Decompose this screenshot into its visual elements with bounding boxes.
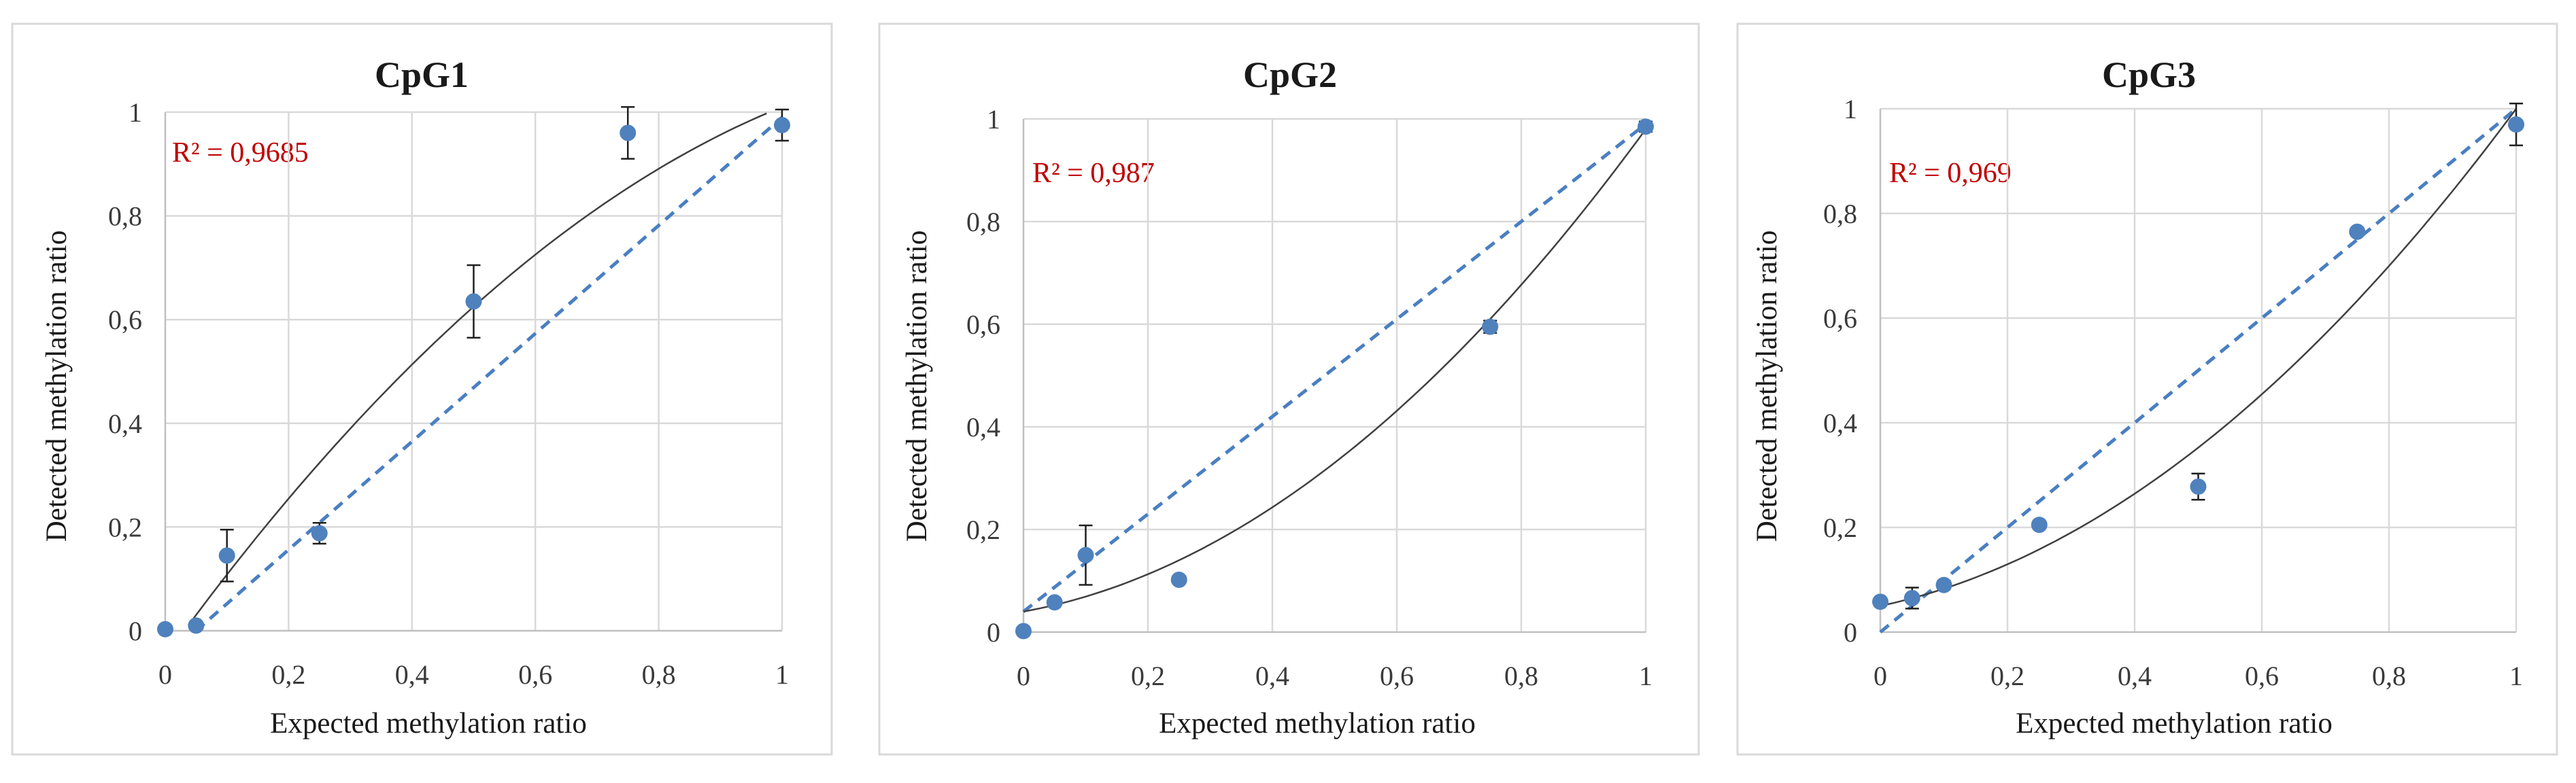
- data-point: [157, 621, 173, 638]
- reference-line: [1879, 107, 2518, 633]
- r-squared-label: R² = 0,987: [1032, 158, 1155, 189]
- x-tick-label: 0,8: [2372, 661, 2406, 691]
- x-tick-label: 0,6: [2245, 661, 2279, 691]
- y-tick-label: 0,2: [108, 512, 142, 542]
- chart-frame: [11, 22, 833, 756]
- data-point: [2349, 223, 2366, 240]
- x-tick-label: 1: [775, 659, 789, 690]
- chart-title: CpG2: [1243, 54, 1337, 95]
- chart-panel-cpg2: CpG2 Detected methylation ratio Expected…: [878, 22, 1700, 756]
- y-tick-label: 0: [1844, 617, 1857, 648]
- x-tick-label: 0,6: [518, 659, 552, 690]
- y-tick-label: 1: [1844, 94, 1857, 124]
- y-tick-label: 1: [987, 104, 1000, 135]
- data-point: [1077, 546, 1094, 563]
- chart-frame: [1736, 22, 2558, 756]
- x-axis-title: Expected methylation ratio: [1159, 708, 1476, 740]
- data-point: [1046, 594, 1063, 611]
- data-point: [311, 525, 328, 542]
- y-axis-title: Detected methylation ratio: [41, 230, 73, 542]
- y-tick-label: 0,4: [1823, 408, 1857, 438]
- data-point: [1170, 571, 1187, 588]
- data-point: [465, 293, 482, 310]
- chart-title: CpG3: [2102, 54, 2196, 95]
- chart-panel-cpg1: CpG1 Detected methylation ratio Expected…: [11, 22, 833, 756]
- data-point: [188, 617, 205, 634]
- x-axis-title: Expected methylation ratio: [2016, 708, 2333, 740]
- y-tick-label: 0,6: [966, 309, 1000, 340]
- y-tick-label: 0,8: [1823, 198, 1857, 229]
- chart-frame: [878, 22, 1700, 756]
- x-tick-label: 0,2: [271, 659, 305, 690]
- y-tick-label: 0: [129, 616, 142, 646]
- x-tick-label: 1: [2509, 661, 2523, 691]
- x-tick-label: 0: [1874, 661, 1887, 691]
- reference-line: [194, 116, 783, 632]
- x-tick-label: 0,2: [1131, 661, 1165, 691]
- chart-panel-cpg3: CpG3 Detected methylation ratio Expected…: [1736, 22, 2558, 756]
- y-tick-label: 0,8: [108, 201, 142, 232]
- x-tick-label: 0,6: [1380, 661, 1414, 691]
- trendline: [1023, 128, 1647, 613]
- x-tick-label: 0: [158, 659, 172, 690]
- y-tick-label: 0,6: [108, 304, 142, 335]
- y-tick-label: 0,4: [108, 408, 142, 439]
- trendline: [1880, 108, 2518, 607]
- y-tick-label: 0,6: [1823, 303, 1857, 334]
- y-tick-label: 0,2: [966, 515, 1000, 545]
- data-point: [774, 117, 790, 134]
- reference-line: [1022, 122, 1647, 613]
- data-point: [2031, 517, 2048, 534]
- x-tick-label: 0,8: [642, 659, 676, 690]
- plot-area: 0 0,2 0,4 0,6 0,8 1 0 0,2 0,4 0,6 0,8 1: [108, 97, 790, 690]
- y-tick-label: 0,8: [966, 207, 1000, 237]
- x-tick-label: 0,4: [395, 659, 429, 690]
- x-tick-label: 0,4: [2118, 661, 2152, 691]
- data-point: [620, 124, 637, 141]
- data-point: [1638, 118, 1654, 135]
- chart-title: CpG1: [375, 54, 469, 95]
- data-point: [1903, 589, 1920, 606]
- data-point: [2190, 478, 2207, 495]
- x-axis-title: Expected methylation ratio: [270, 708, 587, 740]
- data-point: [2508, 116, 2524, 133]
- r-squared-label: R² = 0,9685: [172, 137, 309, 169]
- x-tick-label: 1: [1639, 661, 1653, 691]
- y-axis-title: Detected methylation ratio: [1751, 230, 1783, 542]
- x-tick-label: 0,4: [1255, 661, 1289, 691]
- y-tick-label: 0: [987, 617, 1000, 648]
- y-tick-label: 1: [129, 97, 142, 128]
- y-tick-label: 0,4: [966, 412, 1000, 442]
- data-point: [218, 547, 235, 564]
- x-tick-label: 0: [1017, 661, 1030, 691]
- r-squared-label: R² = 0,969: [1889, 158, 2012, 189]
- plot-area: 0 0,2 0,4 0,6 0,8 1 0 0,2 0,4 0,6 0,8 1: [1823, 94, 2524, 691]
- plot-area: 0 0,2 0,4 0,6 0,8 1 0 0,2 0,4 0,6 0,8 1: [966, 104, 1654, 691]
- y-tick-label: 0,2: [1823, 512, 1857, 543]
- data-point: [1482, 318, 1499, 335]
- y-axis-title: Detected methylation ratio: [901, 230, 933, 542]
- data-point: [1872, 593, 1888, 610]
- x-tick-label: 0,8: [1504, 661, 1538, 691]
- data-point: [1015, 623, 1032, 640]
- data-point: [1935, 576, 1952, 593]
- x-tick-label: 0,2: [1990, 661, 2024, 691]
